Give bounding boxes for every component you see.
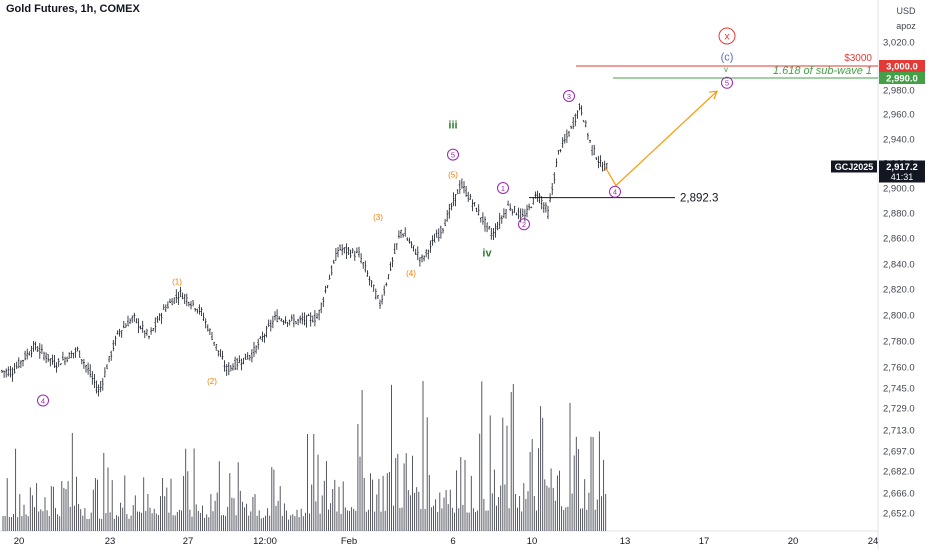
price-tick-label: 2,880.0 bbox=[883, 209, 915, 220]
price-tick-label: 2,940.0 bbox=[883, 135, 915, 146]
current-price-badge[interactable] bbox=[879, 160, 925, 183]
axis-header[interactable]: USD apoz bbox=[886, 4, 926, 34]
price-tick-label: 2,729.0 bbox=[883, 404, 915, 415]
price-tick-label: 2,713.0 bbox=[883, 426, 915, 437]
wave-label[interactable]: 4 bbox=[613, 188, 617, 197]
current-price-text: 2,917.2 bbox=[886, 162, 918, 173]
symbol-title: Gold Futures, 1h, COMEX bbox=[6, 3, 140, 15]
wave-label-circle bbox=[721, 76, 733, 89]
wave-label[interactable]: 3 bbox=[567, 92, 571, 101]
date-tick-label: 24 bbox=[868, 536, 879, 547]
scale-mode-label[interactable]: apoz bbox=[896, 21, 916, 31]
date-tick-label: 20 bbox=[14, 536, 25, 547]
date-tick-label: 17 bbox=[699, 536, 710, 547]
wave-label-circle bbox=[518, 218, 530, 231]
projection-arrowhead-icon bbox=[708, 90, 718, 100]
wave-label-circle bbox=[609, 185, 621, 198]
wave-label[interactable]: (c) bbox=[721, 52, 734, 64]
level-line-label: 2,892.3 bbox=[680, 193, 718, 205]
target-label-fib: 1.618 of sub-wave 1 bbox=[773, 65, 872, 77]
price-tick-label: 2,860.0 bbox=[883, 234, 915, 245]
wave-label[interactable]: (1) bbox=[172, 278, 182, 287]
wave-label[interactable]: 4 bbox=[41, 396, 45, 405]
projection-path[interactable] bbox=[604, 90, 718, 187]
price-tick-label: 2,697.0 bbox=[883, 447, 915, 458]
symbol-badge-text: GCJ2025 bbox=[835, 162, 874, 172]
price-tick-label: 3,020.0 bbox=[883, 38, 915, 49]
price-badge-3000[interactable] bbox=[879, 60, 925, 72]
date-tick-label: 27 bbox=[183, 536, 194, 547]
date-tick-label: 13 bbox=[620, 536, 631, 547]
wave-label-circle bbox=[447, 148, 459, 161]
price-badge-3000-text: 3,000.0 bbox=[886, 62, 918, 73]
price-tick-label: 2,652.0 bbox=[883, 509, 915, 520]
wave-label[interactable]: (3) bbox=[373, 213, 383, 222]
price-tick-label: 2,900.0 bbox=[883, 184, 915, 195]
date-tick-label: Feb bbox=[341, 536, 357, 547]
price-tick-label: 2,745.0 bbox=[883, 384, 915, 395]
price-tick-label: 2,666.0 bbox=[883, 489, 915, 500]
date-tick-label: 20 bbox=[788, 536, 799, 547]
symbol-badge[interactable] bbox=[831, 160, 877, 173]
wave-label-circle bbox=[37, 394, 49, 407]
wave-label[interactable]: 2 bbox=[522, 220, 526, 229]
price-badge-2990-text: 2,990.0 bbox=[886, 74, 918, 85]
currency-label[interactable]: USD bbox=[896, 6, 916, 16]
price-badge-2990[interactable] bbox=[879, 72, 925, 84]
target-marker-icon: v bbox=[724, 65, 728, 74]
wave-label-circle bbox=[718, 27, 736, 45]
wave-label[interactable]: iii bbox=[448, 119, 457, 131]
price-tick-label: 2,980.0 bbox=[883, 86, 915, 97]
wave-label[interactable]: 5 bbox=[725, 79, 729, 88]
bar-countdown-text: 41:31 bbox=[891, 172, 914, 182]
price-tick-label: 2,760.0 bbox=[883, 363, 915, 374]
wave-label[interactable]: (5) bbox=[448, 170, 458, 179]
price-tick-label: 2,800.0 bbox=[883, 311, 915, 322]
date-tick-label: 12:00 bbox=[253, 536, 277, 547]
price-tick-label: 2,682.0 bbox=[883, 467, 915, 478]
wave-label[interactable]: 1 bbox=[501, 184, 505, 193]
price-tick-label: 2,780.0 bbox=[883, 337, 915, 348]
date-tick-label: 23 bbox=[105, 536, 116, 547]
wave-label-circle bbox=[497, 182, 509, 194]
date-tick-label: 10 bbox=[527, 536, 538, 547]
date-tick-label: 6 bbox=[450, 536, 455, 547]
price-tick-label: 2,840.0 bbox=[883, 260, 915, 271]
wave-label[interactable]: (4) bbox=[406, 269, 416, 278]
wave-label-circle bbox=[563, 90, 575, 102]
wave-label[interactable]: (2) bbox=[207, 377, 217, 386]
wave-label[interactable]: iv bbox=[482, 248, 492, 260]
wave-label[interactable]: 5 bbox=[451, 150, 455, 159]
price-tick-label: 2,960.0 bbox=[883, 110, 915, 121]
price-tick-label: 2,820.0 bbox=[883, 285, 915, 296]
wave-label[interactable]: x bbox=[725, 32, 730, 43]
target-label-3000: $3000 bbox=[844, 53, 872, 64]
